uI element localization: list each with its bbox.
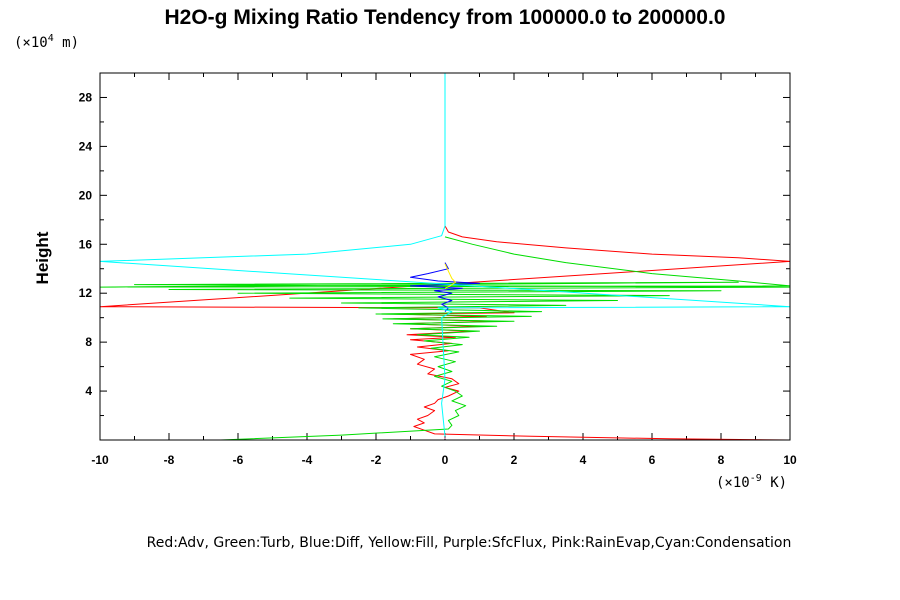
x-tick-label: -6 — [233, 453, 244, 467]
y-axis-label: Height — [33, 231, 52, 284]
y-tick-label: 4 — [85, 384, 92, 398]
series-line-1 — [99, 236, 791, 441]
y-tick-label: 12 — [79, 286, 93, 300]
x-tick-label: -10 — [91, 453, 109, 467]
x-tick-label: 4 — [580, 453, 587, 467]
chart-title: H2O-g Mixing Ratio Tendency from 100000.… — [165, 6, 726, 29]
y-tick-label: 24 — [79, 139, 93, 153]
series-line-3 — [99, 73, 791, 437]
x-tick-label: 2 — [511, 453, 518, 467]
y-tick-label: 16 — [79, 237, 93, 251]
x-axis-unit: (×10-9 K) — [716, 473, 787, 491]
x-tick-label: -4 — [302, 453, 313, 467]
series-lines — [99, 73, 791, 441]
x-tick-label: 6 — [649, 453, 656, 467]
series-line-4 — [444, 263, 456, 289]
y-tick-label: 28 — [79, 90, 93, 104]
y-tick-label: 8 — [85, 335, 92, 349]
x-tick-label: -2 — [371, 453, 382, 467]
x-tick-label: 0 — [442, 453, 449, 467]
x-tick-label: 10 — [783, 453, 797, 467]
legend-text: Red:Adv, Green:Turb, Blue:Diff, Yellow:F… — [147, 535, 792, 551]
plot-frame — [99, 72, 791, 441]
series-line-2 — [410, 262, 480, 312]
y-axis-unit: (×104 m) — [14, 33, 79, 51]
x-tick-label: 8 — [718, 453, 725, 467]
x-tick-label: -8 — [164, 453, 175, 467]
y-tick-label: 20 — [79, 188, 93, 202]
